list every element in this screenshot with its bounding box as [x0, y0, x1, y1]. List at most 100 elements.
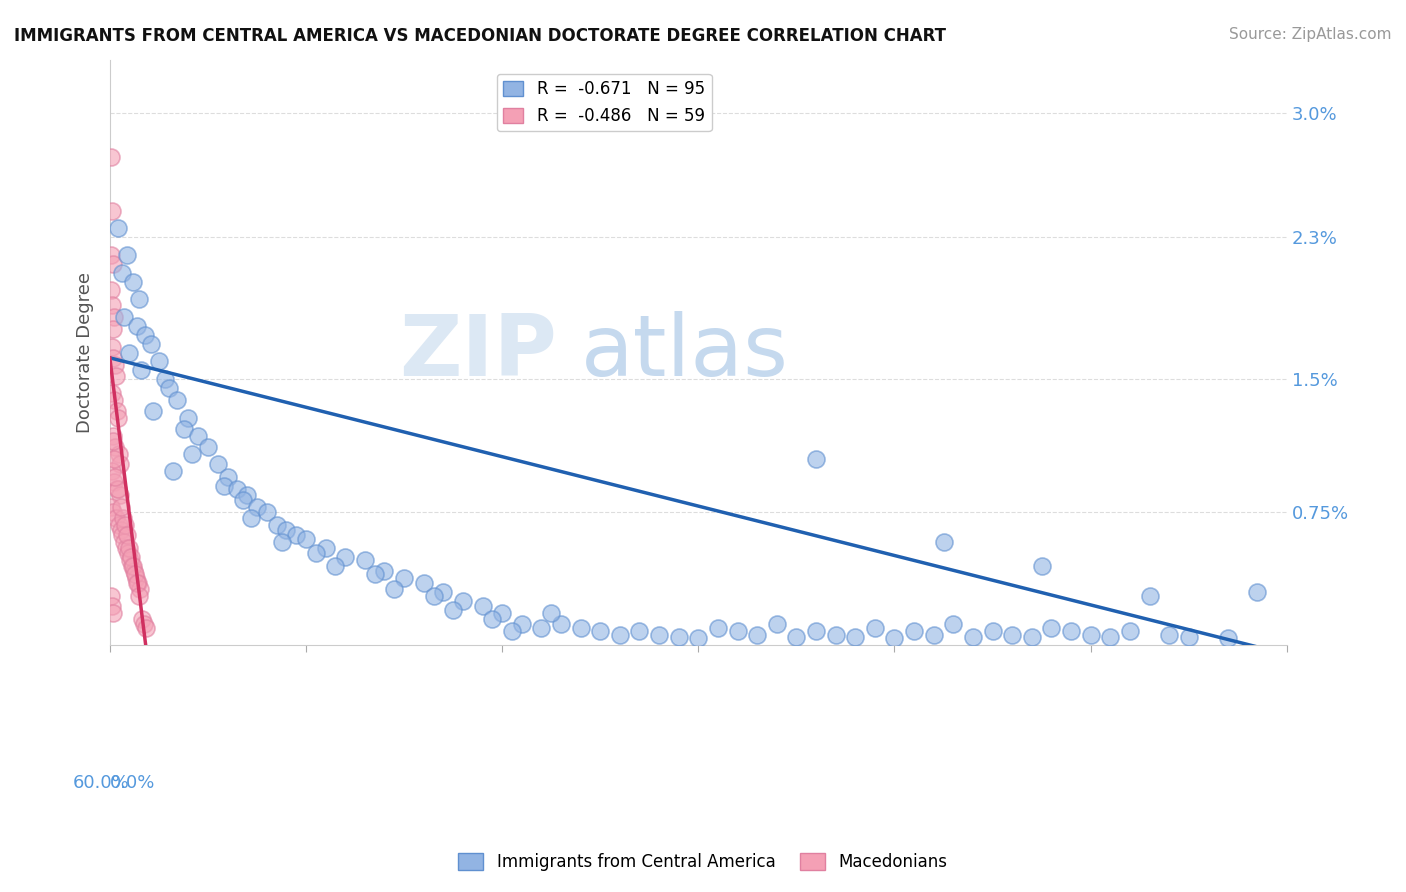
- Point: [105, 482, 128, 496]
- Point: [530, 621, 553, 635]
- Point: [353, 553, 375, 567]
- Point: [111, 528, 134, 542]
- Point: [101, 203, 124, 218]
- Point: [101, 257, 124, 271]
- Point: [131, 612, 153, 626]
- Point: [157, 381, 180, 395]
- Point: [432, 585, 454, 599]
- Point: [1021, 630, 1043, 644]
- Point: [1216, 632, 1239, 646]
- Point: [122, 564, 145, 578]
- Point: [100, 284, 122, 298]
- Point: [922, 628, 945, 642]
- Point: [1001, 628, 1024, 642]
- Point: [1139, 589, 1161, 603]
- Point: [628, 624, 651, 639]
- Point: [103, 393, 125, 408]
- Point: [863, 621, 886, 635]
- Point: [373, 564, 395, 578]
- Point: [107, 482, 129, 496]
- Point: [103, 475, 125, 489]
- Point: [382, 582, 405, 596]
- Point: [122, 558, 145, 573]
- Point: [128, 589, 150, 603]
- Y-axis label: Doctorate Degree: Doctorate Degree: [76, 272, 94, 433]
- Point: [118, 541, 141, 555]
- Point: [932, 535, 955, 549]
- Point: [142, 404, 165, 418]
- Point: [765, 617, 787, 632]
- Point: [491, 607, 513, 621]
- Point: [121, 558, 143, 573]
- Point: [981, 624, 1004, 639]
- Point: [471, 599, 494, 614]
- Point: [103, 607, 125, 621]
- Point: [412, 576, 434, 591]
- Point: [217, 470, 239, 484]
- Point: [589, 624, 612, 639]
- Point: [103, 505, 125, 519]
- Point: [747, 628, 769, 642]
- Point: [569, 621, 592, 635]
- Point: [550, 617, 572, 632]
- Point: [844, 630, 866, 644]
- Point: [187, 429, 209, 443]
- Point: [134, 327, 156, 342]
- Point: [1040, 621, 1063, 635]
- Point: [166, 393, 188, 408]
- Point: [101, 465, 124, 479]
- Point: [115, 528, 138, 542]
- Point: [104, 368, 127, 383]
- Point: [162, 465, 184, 479]
- Point: [1177, 630, 1199, 644]
- Point: [232, 492, 254, 507]
- Point: [100, 500, 122, 514]
- Point: [883, 632, 905, 646]
- Point: [124, 567, 146, 582]
- Point: [139, 336, 162, 351]
- Point: [903, 624, 925, 639]
- Point: [173, 422, 195, 436]
- Point: [103, 322, 125, 336]
- Point: [101, 386, 124, 401]
- Text: 0.0%: 0.0%: [110, 774, 155, 792]
- Text: 60.0%: 60.0%: [73, 774, 129, 792]
- Point: [107, 221, 129, 235]
- Point: [451, 594, 474, 608]
- Point: [101, 297, 124, 311]
- Point: [1031, 558, 1053, 573]
- Point: [648, 628, 671, 642]
- Text: ZIP: ZIP: [399, 311, 557, 394]
- Point: [325, 558, 347, 573]
- Point: [501, 624, 523, 639]
- Point: [125, 576, 148, 591]
- Point: [118, 345, 141, 359]
- Point: [609, 628, 631, 642]
- Point: [101, 351, 124, 365]
- Point: [100, 150, 122, 164]
- Point: [118, 553, 141, 567]
- Point: [246, 500, 269, 514]
- Point: [125, 571, 148, 585]
- Point: [240, 510, 263, 524]
- Point: [108, 487, 131, 501]
- Point: [295, 532, 318, 546]
- Point: [335, 549, 357, 564]
- Point: [100, 589, 122, 603]
- Point: [132, 617, 155, 632]
- Point: [197, 440, 219, 454]
- Point: [226, 482, 249, 496]
- Point: [962, 630, 984, 644]
- Point: [148, 354, 170, 368]
- Point: [112, 510, 135, 524]
- Point: [114, 517, 136, 532]
- Point: [256, 505, 278, 519]
- Point: [101, 429, 124, 443]
- Point: [104, 470, 127, 484]
- Point: [942, 617, 965, 632]
- Point: [1246, 585, 1268, 599]
- Point: [276, 523, 298, 537]
- Point: [129, 363, 152, 377]
- Point: [363, 567, 385, 582]
- Point: [103, 452, 125, 467]
